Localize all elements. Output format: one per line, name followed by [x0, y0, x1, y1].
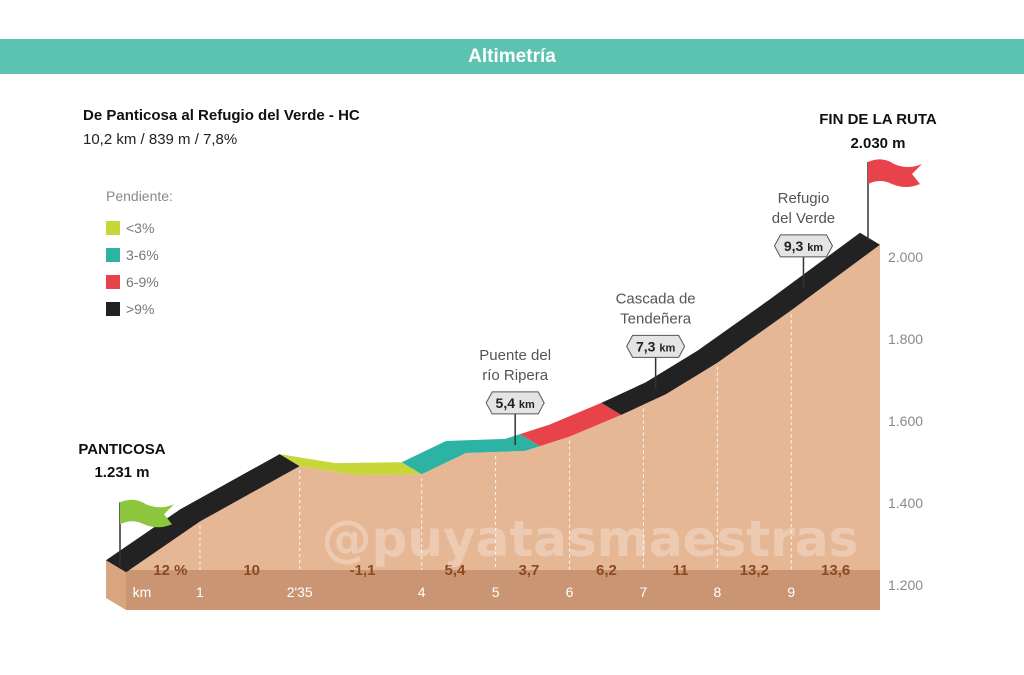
start-name: PANTICOSA: [78, 441, 165, 458]
waypoint-name: río Ripera: [482, 367, 549, 384]
gradient-label: 13,2: [740, 562, 769, 579]
gradient-label: 3,7: [518, 562, 539, 579]
legend-item-6-9: 6-9%: [106, 268, 173, 295]
legend-label: >9%: [126, 300, 155, 317]
waypoint-km-unit: km: [659, 342, 675, 354]
legend-swatch: [106, 301, 120, 316]
finish-name: FIN DE LA RUTA: [819, 111, 937, 128]
gradient-label: 11: [672, 562, 688, 579]
waypoint-km-unit: km: [807, 242, 823, 254]
finish-altitude: 2.030 m: [850, 135, 905, 152]
waypoint-km-badge: [626, 334, 686, 358]
finish-flag-icon: [868, 159, 922, 187]
gradient-label: 10: [243, 562, 260, 579]
gradient-label: -1,1: [350, 562, 376, 579]
waypoint-km-unit: km: [519, 399, 535, 411]
legend-title: Pendiente:: [106, 188, 173, 204]
y-tick-label: 1.200: [888, 577, 923, 593]
legend-swatch: [106, 247, 120, 262]
start-altitude: 1.231 m: [94, 464, 149, 481]
legend-swatch: [106, 274, 120, 289]
y-tick-label: 1.400: [888, 495, 923, 511]
legend-label: 3-6%: [126, 246, 159, 263]
x-tick-label: 9: [787, 584, 795, 600]
x-tick-label: 2'35: [287, 584, 313, 600]
waypoint-km-label: 7,3 km: [636, 338, 675, 354]
x-axis-label: km: [133, 584, 152, 600]
slope-segment: [279, 454, 422, 476]
route-summary: 10,2 km / 839 m / 7,8%: [83, 131, 238, 148]
slope-segment: [106, 454, 300, 573]
route-title: De Panticosa al Refugio del Verde - HC: [83, 107, 360, 124]
profile-area: [126, 244, 880, 573]
profile-side-face: [106, 560, 126, 610]
legend-label: 6-9%: [126, 273, 159, 290]
x-tick-label: 5: [492, 584, 500, 600]
legend-swatch: [106, 220, 120, 235]
y-tick-label: 1.800: [888, 331, 923, 347]
waypoint-name: del Verde: [772, 210, 835, 227]
gradient-label: 13,6: [821, 562, 850, 579]
slope-segment: [601, 232, 880, 415]
x-tick-label: 1: [196, 584, 204, 600]
y-tick-label: 1.600: [888, 413, 923, 429]
waypoint-km-badge: [773, 234, 834, 258]
x-tick-label: 8: [713, 584, 721, 600]
waypoint-km-badge: [485, 391, 545, 415]
start-flag-icon: [120, 499, 174, 528]
slope-legend: Pendiente: <3% 3-6% 6-9% >9%: [106, 188, 173, 322]
legend-item-lt3: <3%: [106, 214, 173, 241]
header-bar: Altimetría: [0, 39, 1024, 74]
gradient-label: 6,2: [596, 562, 617, 579]
x-tick-label: 4: [418, 584, 426, 600]
waypoint-name: Puente del: [479, 347, 551, 364]
legend-item-3-6: 3-6%: [106, 241, 173, 268]
x-tick-label: 7: [640, 584, 648, 600]
y-tick-label: 2.000: [888, 249, 923, 265]
legend-label: <3%: [126, 219, 155, 236]
gradient-label: 12 %: [153, 562, 187, 579]
waypoint-name: Tendeñera: [620, 310, 692, 327]
legend-item-gt9: >9%: [106, 295, 173, 322]
slope-segment: [401, 434, 540, 475]
gradient-label: 5,4: [445, 562, 467, 579]
waypoint-km-label: 9,3 km: [784, 238, 823, 254]
x-tick-label: 6: [566, 584, 574, 600]
slope-segment: [520, 402, 622, 447]
waypoint-km-label: 5,4 km: [496, 395, 535, 411]
watermark: @puyatasmaestras: [322, 510, 859, 568]
page-title: Altimetría: [468, 46, 556, 67]
km-band: [126, 570, 880, 610]
waypoint-name: Refugio: [778, 190, 830, 207]
waypoint-name: Cascada de: [616, 290, 696, 307]
